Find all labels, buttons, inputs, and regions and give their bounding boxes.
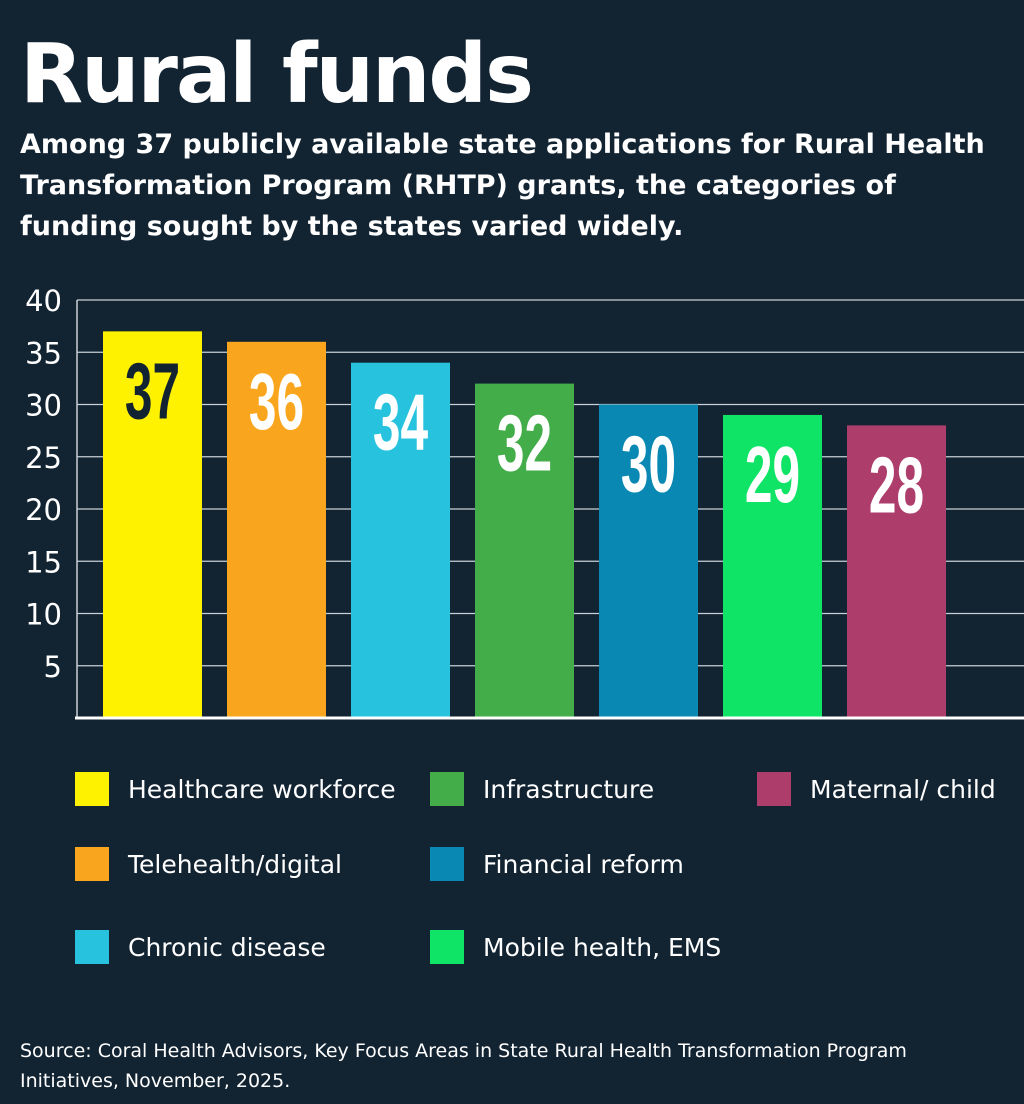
bar: [475, 383, 574, 718]
y-tick-label: 5: [44, 650, 62, 684]
bar-value-label: 34: [373, 379, 428, 468]
legend-label: Telehealth/digital: [128, 849, 342, 879]
source-note: Source: Coral Health Advisors, Key Focus…: [20, 1040, 907, 1092]
legend-swatch: [75, 847, 109, 881]
legend-swatch: [757, 772, 791, 806]
legend-swatch: [430, 847, 464, 881]
legend-swatch: [430, 930, 464, 964]
legend-item: Chronic disease: [75, 930, 326, 964]
bar: [227, 341, 326, 718]
y-tick-label: 25: [25, 441, 62, 475]
legend-label: Maternal/ child: [810, 774, 996, 804]
bar: [847, 425, 946, 718]
chart-subtitle: Among 37 publicly available state applic…: [20, 129, 985, 242]
y-tick-label: 35: [25, 336, 62, 370]
legend-label: Financial reform: [483, 849, 684, 879]
bar-value-label: 30: [621, 421, 676, 510]
y-tick-label: 40: [25, 284, 62, 318]
legend-item: Maternal/ child: [757, 772, 996, 806]
bar: [723, 414, 822, 718]
bar-value-label: 32: [497, 400, 552, 489]
legend-label: Mobile health, EMS: [483, 932, 722, 962]
legend-item: Telehealth/digital: [75, 847, 342, 881]
legend-item: Mobile health, EMS: [430, 930, 721, 964]
chart-title: Rural funds: [20, 27, 534, 122]
legend-label: Chronic disease: [128, 932, 326, 962]
y-tick-label: 10: [25, 598, 62, 632]
legend-item: Healthcare workforce: [75, 772, 396, 806]
legend-item: Financial reform: [430, 847, 684, 881]
legend-swatch: [430, 772, 464, 806]
bar: [351, 362, 450, 718]
bar-value-label: 37: [125, 347, 180, 436]
bar-value-label: 29: [745, 431, 800, 520]
bar-chart: 5 10 15 20 25 30 35 40 37 36 34 32 30 29 28: [25, 284, 1024, 720]
y-tick-label: 30: [25, 389, 62, 423]
legend-swatch: [75, 772, 109, 806]
legend-label: Healthcare workforce: [128, 774, 396, 804]
bar-value-label: 36: [249, 358, 304, 447]
legend-label: Infrastructure: [483, 774, 655, 804]
bar: [103, 331, 202, 718]
legend-swatch: [75, 930, 109, 964]
y-tick-label: 15: [25, 545, 62, 579]
y-tick-label: 20: [25, 493, 62, 527]
bar: [599, 404, 698, 718]
bar-value-label: 28: [869, 441, 924, 530]
legend-item: Infrastructure: [430, 772, 654, 806]
